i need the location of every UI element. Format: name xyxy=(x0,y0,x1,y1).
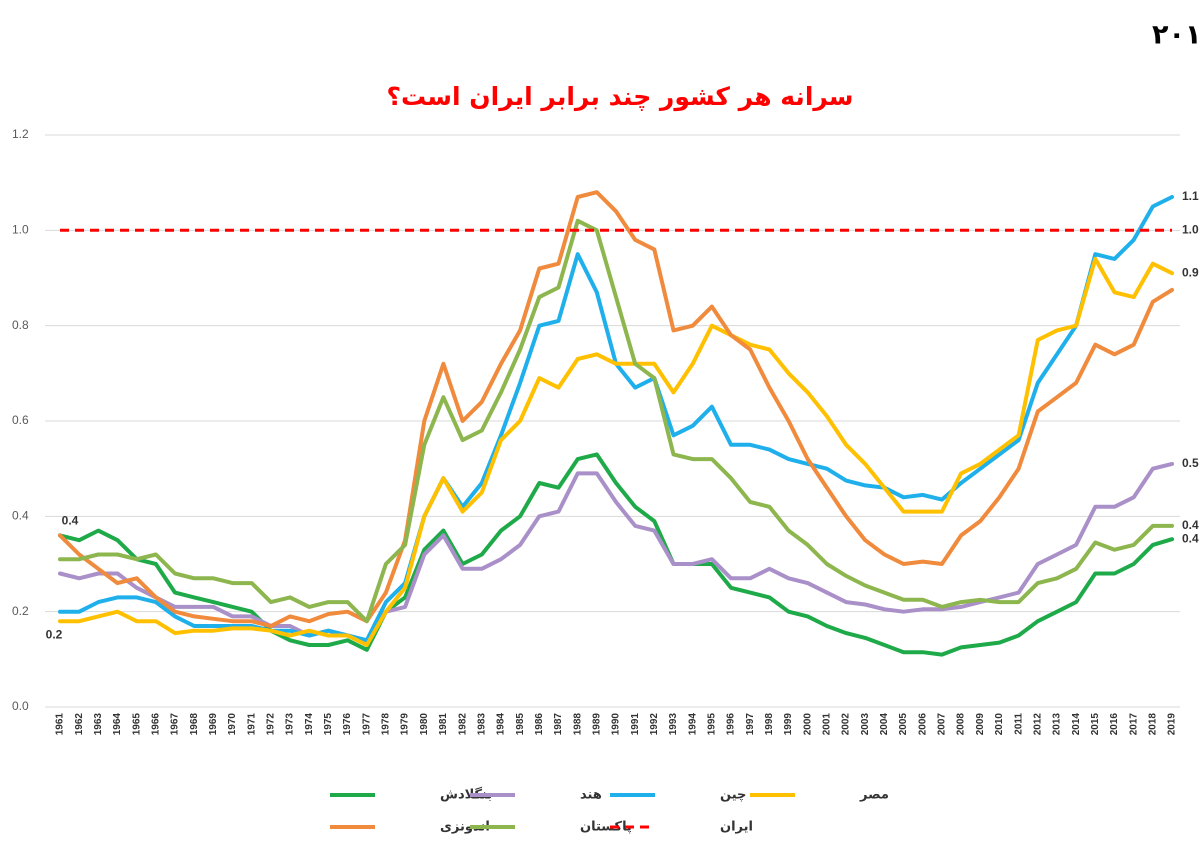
x-tick-label: 2007 xyxy=(937,713,948,736)
x-tick-label: 1988 xyxy=(572,713,583,736)
value-label: 1.0 xyxy=(1182,223,1199,237)
x-tick-label: 1961 xyxy=(55,713,66,736)
x-tick-label: 1966 xyxy=(151,713,162,736)
x-tick-label: 2019 xyxy=(1167,713,1178,736)
x-tick-label: 1978 xyxy=(381,713,392,736)
x-tick-label: 1987 xyxy=(553,713,564,736)
x-tick-label: 2011 xyxy=(1013,713,1024,735)
value-label: 0.9 xyxy=(1182,265,1199,279)
x-tick-label: 2017 xyxy=(1128,713,1139,736)
legend-label: مصر xyxy=(859,788,889,803)
x-tick-label: 2004 xyxy=(879,713,890,736)
x-tick-label: 2006 xyxy=(917,713,928,736)
x-tick-label: 2009 xyxy=(975,713,986,736)
x-tick-label: 2003 xyxy=(860,713,871,736)
x-tick-label: 1989 xyxy=(591,713,602,736)
x-tick-label: 1997 xyxy=(745,713,756,736)
x-tick-label: 1993 xyxy=(668,713,679,736)
x-tick-label: 1970 xyxy=(227,713,238,736)
x-tick-label: 2005 xyxy=(898,713,909,736)
x-tick-label: 2001 xyxy=(822,713,833,736)
x-tick-label: 1985 xyxy=(515,713,526,736)
x-tick-label: 1986 xyxy=(534,713,545,736)
x-tick-label: 1971 xyxy=(246,713,257,736)
x-tick-label: 1973 xyxy=(285,713,296,736)
value-label: 0.5 xyxy=(1182,456,1199,470)
value-label: 0.4 xyxy=(1182,518,1199,532)
x-tick-label: 2015 xyxy=(1090,713,1101,736)
value-label: 0.4 xyxy=(1182,531,1199,545)
x-tick-label: 1968 xyxy=(189,713,200,736)
chart-title: شکل ۳ – سرانه تولید ناخالص داخلی حقیقی ب… xyxy=(1152,20,1200,51)
x-tick-label: 1990 xyxy=(611,713,622,736)
legend-label: هند xyxy=(580,788,602,803)
x-tick-label: 1994 xyxy=(687,713,698,736)
x-tick-label: 1999 xyxy=(783,713,794,736)
x-tick-label: 2008 xyxy=(956,713,967,736)
y-tick-label: 1.2 xyxy=(12,127,29,141)
series-line xyxy=(58,190,1174,628)
x-tick-label: 1991 xyxy=(630,713,641,736)
series-line xyxy=(58,452,1174,657)
x-tick-label: 1965 xyxy=(131,713,142,736)
x-tick-label: 2012 xyxy=(1032,713,1043,736)
y-tick-label: 0.8 xyxy=(12,318,29,332)
x-tick-label: 1981 xyxy=(438,713,449,736)
value-label: 1.1 xyxy=(1182,189,1199,203)
legend-label: چین xyxy=(720,788,746,803)
legend-label: پاکستان xyxy=(580,820,632,835)
x-tick-label: 1975 xyxy=(323,713,334,736)
x-tick-label: 1962 xyxy=(74,713,85,736)
x-tick-label: 2013 xyxy=(1052,713,1063,736)
legend-label: بنگلادش xyxy=(440,787,492,803)
x-tick-label: 1969 xyxy=(208,713,219,736)
x-tick-label: 1976 xyxy=(342,713,353,736)
x-tick-label: 1983 xyxy=(476,713,487,736)
chart-subtitle: سرانه هر کشور چند برابر ایران است؟ xyxy=(386,82,853,112)
x-tick-label: 1974 xyxy=(304,713,315,736)
x-tick-label: 2010 xyxy=(994,713,1005,736)
x-tick-label: 1972 xyxy=(266,713,277,736)
value-label: 0.4 xyxy=(62,514,79,528)
x-tick-label: 2002 xyxy=(841,713,852,736)
x-tick-label: 2018 xyxy=(1147,713,1158,736)
series-line xyxy=(58,218,1174,624)
x-tick-label: 2000 xyxy=(802,713,813,736)
x-tick-label: 1963 xyxy=(93,713,104,736)
y-tick-label: 1.0 xyxy=(12,223,29,237)
y-tick-label: 0.6 xyxy=(12,413,29,427)
series-line xyxy=(58,256,1174,647)
x-tick-label: 2016 xyxy=(1109,713,1120,736)
x-tick-label: 2014 xyxy=(1071,713,1082,736)
legend-label: اندونزی xyxy=(440,820,490,835)
x-tick-label: 1979 xyxy=(400,713,411,736)
x-tick-label: 1982 xyxy=(457,713,468,736)
x-tick-label: 1977 xyxy=(361,713,372,736)
x-tick-label: 1964 xyxy=(112,713,123,736)
legend-label: ایران xyxy=(720,820,753,835)
x-tick-label: 1992 xyxy=(649,713,660,736)
value-label: 0.2 xyxy=(46,627,63,641)
x-tick-label: 1996 xyxy=(726,713,737,736)
y-tick-label: 0.4 xyxy=(12,509,29,523)
x-tick-label: 1980 xyxy=(419,713,430,736)
x-tick-label: 1995 xyxy=(707,713,718,736)
x-tick-label: 1998 xyxy=(764,713,775,736)
y-tick-label: 0.0 xyxy=(12,699,29,713)
y-tick-label: 0.2 xyxy=(12,604,29,618)
x-tick-label: 1984 xyxy=(496,713,507,736)
x-tick-label: 1967 xyxy=(170,713,181,736)
